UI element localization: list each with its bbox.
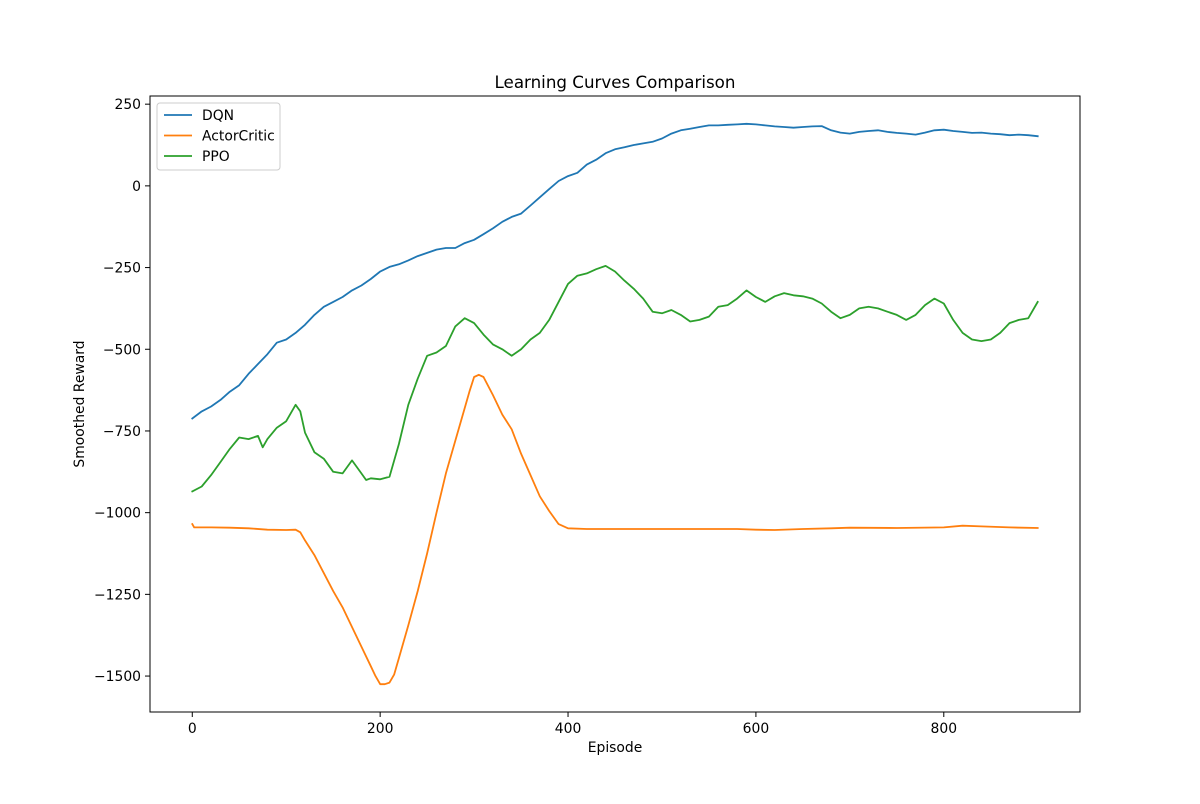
x-tick-label: 800 <box>931 721 958 737</box>
legend-label-actorcritic: ActorCritic <box>202 129 275 145</box>
y-tick-label: −1250 <box>94 587 141 603</box>
legend-label-dqn: DQN <box>202 108 234 124</box>
y-tick-label: −1500 <box>94 669 141 685</box>
x-tick-label: 200 <box>367 721 394 737</box>
legend: DQN ActorCritic PPO <box>156 102 281 171</box>
y-tick-label: −250 <box>103 261 141 277</box>
y-tick-label: −750 <box>103 424 141 440</box>
plot-area-frame <box>149 95 1081 713</box>
x-tick-label: 0 <box>188 721 197 737</box>
y-tick-label: −500 <box>103 342 141 358</box>
series-line-dqn <box>191 122 1039 420</box>
chart-title: Learning Curves Comparison <box>495 72 736 92</box>
series-line-ppo <box>191 265 1039 493</box>
y-tick-label: 250 <box>114 97 141 113</box>
y-axis-label: Smoothed Reward <box>72 340 88 467</box>
x-tick-label: 400 <box>555 721 582 737</box>
legend-label-ppo: PPO <box>202 149 230 165</box>
legend-frame <box>156 102 281 171</box>
y-tick-label: −1000 <box>94 506 141 522</box>
x-tick-label: 600 <box>743 721 770 737</box>
y-tick-label: 0 <box>132 179 141 195</box>
x-axis-label: Episode <box>588 740 643 756</box>
series-line-actorcritic <box>191 373 1039 686</box>
